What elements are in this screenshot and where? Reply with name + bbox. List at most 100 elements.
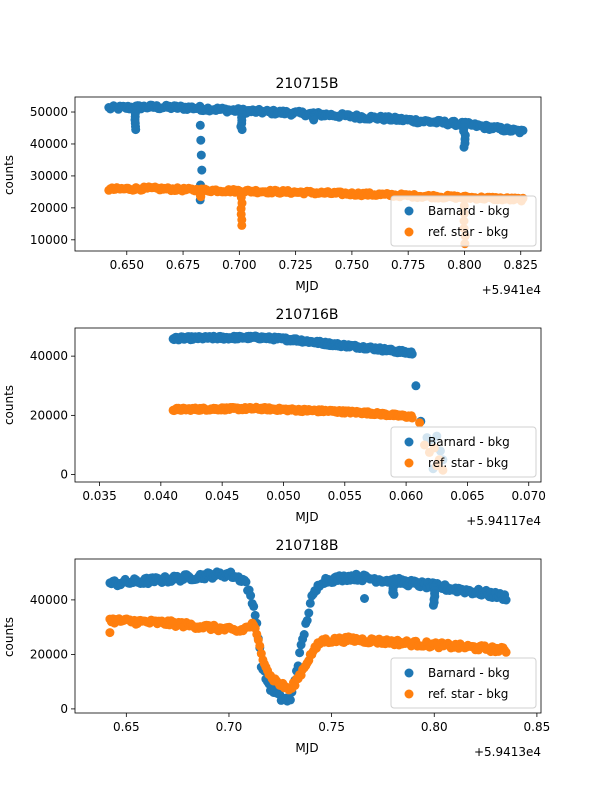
y-axis-label: counts	[2, 617, 16, 657]
y-tick-label: 40000	[30, 137, 68, 151]
legend-box	[390, 426, 537, 478]
outlier-point	[105, 628, 115, 638]
data-point	[501, 647, 511, 657]
panel-title: 210715B	[275, 76, 338, 92]
x-tick-label: 0.065	[450, 489, 484, 503]
data-point	[299, 630, 309, 639]
outlier-point	[360, 594, 369, 603]
dip-point	[428, 600, 438, 610]
legend-box	[390, 657, 537, 709]
x-tick-label: 0.800	[447, 258, 481, 272]
x-tick-label: 0.045	[205, 489, 239, 503]
plot-area: 0.65 0.70 0.75 0.80 0.85 0 20000 40000 Barnard -…	[30, 558, 551, 734]
y-tick-label: 40000	[30, 349, 68, 363]
legend-marker	[404, 689, 414, 699]
outlier-point	[415, 418, 425, 428]
axes-frame	[74, 327, 542, 483]
data-point	[304, 608, 314, 618]
data-point	[407, 413, 417, 423]
dip-point	[309, 115, 319, 125]
legend-label: Barnard - bkg	[428, 435, 510, 449]
x-tick-label: 0.70	[216, 720, 243, 734]
y-tick-label: 0	[60, 702, 68, 716]
x-axis-label: MJD	[295, 279, 318, 293]
series-barnard	[104, 100, 528, 205]
legend-label: ref. star - bkg	[428, 687, 508, 701]
legend-label: Barnard - bkg	[428, 666, 510, 680]
data-point	[255, 641, 265, 651]
x-tick-label: 0.035	[82, 489, 116, 503]
y-tick-label: 50000	[30, 105, 68, 119]
x-tick-label: 0.070	[512, 489, 546, 503]
x-tick-label: 0.700	[222, 258, 256, 272]
x-tick-label: 0.060	[389, 489, 423, 503]
data-point	[250, 610, 260, 620]
dip-point	[195, 120, 205, 130]
plot-area: 0.035 0.040 0.045 0.050 0.055 0.060 0.065 0.070…	[30, 327, 546, 503]
data-point	[518, 125, 528, 135]
x-offset-label: +5.941e4	[482, 283, 541, 297]
legend-marker	[404, 227, 414, 237]
y-tick-label: 30000	[30, 169, 68, 183]
subplot-210715B: 210715B counts MJD +5.941e4 0.650 0.675 0.…	[2, 76, 542, 297]
y-tick-label: 40000	[30, 593, 68, 607]
series-ref-star	[168, 402, 448, 475]
legend-marker	[404, 668, 414, 678]
data-point	[407, 349, 417, 359]
x-axis-label: MJD	[295, 741, 318, 755]
legend: Barnard - bkg ref. star - bkg	[390, 426, 537, 478]
x-tick-label: 0.055	[328, 489, 362, 503]
x-tick-label: 0.650	[110, 258, 144, 272]
legend-label: ref. star - bkg	[428, 225, 508, 239]
dip-point	[459, 142, 469, 152]
x-tick-label: 0.80	[421, 720, 448, 734]
data-point	[501, 595, 511, 605]
data-point	[305, 598, 315, 608]
x-tick-label: 0.725	[278, 258, 312, 272]
data-point	[241, 577, 251, 587]
x-offset-label: +5.94117e4	[466, 514, 541, 528]
x-tick-label: 0.825	[504, 258, 538, 272]
dip-point	[196, 192, 206, 202]
data-point	[302, 616, 312, 625]
series-ref-star	[105, 614, 511, 695]
legend-label: Barnard - bkg	[428, 204, 510, 218]
plot-area: 0.650 0.675 0.700 0.725 0.750 0.775 0.800 0.825…	[30, 96, 542, 272]
legend-label: ref. star - bkg	[428, 456, 508, 470]
legend-marker	[404, 458, 414, 468]
data-point	[295, 648, 305, 658]
dip-point	[389, 589, 399, 599]
y-tick-label: 20000	[30, 408, 68, 422]
dip-point	[196, 135, 206, 145]
y-tick-label: 20000	[30, 201, 68, 215]
legend-marker	[404, 437, 414, 447]
data-point	[246, 591, 256, 601]
y-axis-label: counts	[2, 385, 16, 425]
axes-frame	[74, 96, 542, 252]
dip-point	[196, 105, 206, 115]
data-point	[285, 695, 295, 705]
x-tick-label: 0.750	[335, 258, 369, 272]
y-tick-label: 10000	[30, 233, 68, 247]
dip-point	[237, 220, 247, 230]
series-barnard	[168, 331, 448, 474]
outlier-point	[411, 381, 421, 391]
y-axis-label: counts	[2, 155, 16, 195]
x-tick-label: 0.85	[524, 720, 551, 734]
axes-frame	[74, 558, 542, 714]
panel-title: 210716B	[275, 307, 338, 323]
x-tick-label: 0.675	[166, 258, 200, 272]
subplot-210716B: 210716B counts MJD +5.94117e4 0.035 0.040…	[2, 307, 546, 528]
panel-title: 210718B	[275, 538, 338, 554]
x-offset-label: +5.9413e4	[474, 745, 541, 759]
x-tick-label: 0.65	[113, 720, 140, 734]
legend-box	[390, 195, 537, 247]
dip-point	[131, 125, 141, 135]
legend-marker	[404, 206, 414, 216]
subplot-210718B: 210718B counts MJD +5.9413e4 0.65 0.70 0.7…	[2, 538, 550, 759]
dip-point	[196, 150, 206, 160]
dip-point	[237, 125, 247, 135]
data-point	[249, 601, 259, 611]
series-barnard	[105, 567, 511, 706]
